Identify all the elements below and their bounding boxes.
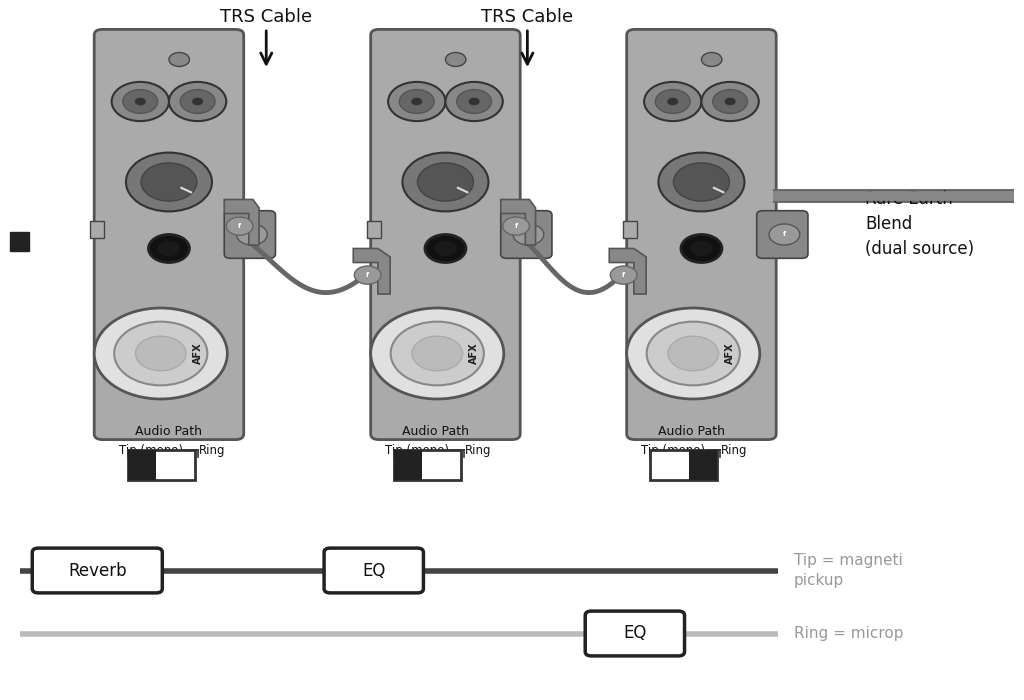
- Text: Ring = microp: Ring = microp: [794, 626, 903, 641]
- Bar: [650, 450, 717, 480]
- FancyBboxPatch shape: [33, 548, 162, 593]
- Circle shape: [701, 82, 759, 121]
- Text: f: f: [238, 223, 242, 229]
- FancyBboxPatch shape: [94, 29, 244, 440]
- Circle shape: [112, 82, 169, 121]
- Circle shape: [412, 336, 463, 371]
- Circle shape: [135, 98, 145, 105]
- Circle shape: [658, 153, 744, 211]
- Text: f: f: [622, 272, 626, 278]
- Circle shape: [503, 217, 529, 235]
- Circle shape: [399, 90, 434, 113]
- Circle shape: [469, 98, 479, 105]
- Bar: [90, 221, 104, 238]
- FancyBboxPatch shape: [224, 211, 275, 258]
- Circle shape: [115, 322, 207, 385]
- Circle shape: [668, 336, 719, 371]
- Circle shape: [94, 308, 227, 399]
- Circle shape: [713, 90, 748, 113]
- Circle shape: [627, 308, 760, 399]
- Circle shape: [180, 90, 215, 113]
- Bar: [689, 450, 717, 480]
- Circle shape: [445, 82, 503, 121]
- FancyBboxPatch shape: [371, 29, 520, 440]
- Circle shape: [445, 52, 466, 66]
- Circle shape: [169, 52, 189, 66]
- Circle shape: [610, 266, 637, 284]
- FancyBboxPatch shape: [757, 211, 808, 258]
- Circle shape: [769, 224, 800, 245]
- Bar: [10, 232, 29, 251]
- Circle shape: [701, 52, 722, 66]
- Circle shape: [193, 98, 203, 105]
- Circle shape: [148, 234, 189, 262]
- Bar: [623, 221, 637, 238]
- FancyBboxPatch shape: [324, 548, 424, 593]
- Text: Tip (mono): Tip (mono): [385, 444, 449, 456]
- Circle shape: [513, 224, 544, 245]
- Text: Tip (mono): Tip (mono): [641, 444, 705, 456]
- Circle shape: [126, 153, 212, 211]
- Circle shape: [158, 241, 180, 256]
- Circle shape: [135, 336, 186, 371]
- Circle shape: [391, 322, 483, 385]
- Text: Tip (mono): Tip (mono): [119, 444, 182, 456]
- Polygon shape: [224, 199, 259, 245]
- Bar: [128, 450, 156, 480]
- Circle shape: [690, 241, 713, 256]
- Text: Ring: Ring: [199, 444, 225, 456]
- Polygon shape: [501, 199, 536, 245]
- Circle shape: [123, 90, 158, 113]
- Circle shape: [388, 82, 445, 121]
- Bar: [394, 450, 461, 480]
- Text: f: f: [782, 232, 786, 237]
- FancyBboxPatch shape: [586, 611, 684, 656]
- FancyBboxPatch shape: [627, 29, 776, 440]
- Circle shape: [647, 322, 739, 385]
- Circle shape: [644, 82, 701, 121]
- Bar: [128, 450, 195, 480]
- Circle shape: [668, 98, 678, 105]
- Text: Tip = magneti
pickup: Tip = magneti pickup: [794, 553, 902, 588]
- Circle shape: [354, 266, 381, 284]
- Text: TRS Cable: TRS Cable: [220, 8, 312, 27]
- Text: Audio Path: Audio Path: [657, 426, 725, 438]
- Bar: [367, 221, 381, 238]
- Circle shape: [434, 241, 457, 256]
- Text: Audio Path: Audio Path: [135, 426, 203, 438]
- Text: EQ: EQ: [362, 561, 385, 580]
- Circle shape: [655, 90, 690, 113]
- Text: EQ: EQ: [624, 624, 646, 643]
- Text: Audio Path: Audio Path: [401, 426, 469, 438]
- Circle shape: [237, 224, 267, 245]
- Circle shape: [141, 163, 197, 201]
- Circle shape: [412, 98, 422, 105]
- Text: f: f: [514, 223, 518, 229]
- Circle shape: [725, 98, 735, 105]
- Polygon shape: [353, 248, 390, 294]
- Circle shape: [418, 163, 473, 201]
- Text: Rare Earth
Blend
(dual source): Rare Earth Blend (dual source): [865, 190, 975, 258]
- Circle shape: [371, 308, 504, 399]
- Text: AFX: AFX: [469, 342, 479, 364]
- Text: f: f: [526, 232, 530, 237]
- Text: f: f: [250, 232, 254, 237]
- Polygon shape: [609, 248, 646, 294]
- Text: Ring: Ring: [465, 444, 492, 456]
- Text: f: f: [366, 272, 370, 278]
- Text: AFX: AFX: [193, 342, 203, 364]
- Text: AFX: AFX: [725, 342, 735, 364]
- Text: Ring: Ring: [721, 444, 748, 456]
- Circle shape: [169, 82, 226, 121]
- Bar: [394, 450, 422, 480]
- Circle shape: [457, 90, 492, 113]
- Circle shape: [226, 217, 253, 235]
- Circle shape: [425, 234, 466, 262]
- Circle shape: [681, 234, 722, 262]
- Circle shape: [674, 163, 729, 201]
- Text: TRS Cable: TRS Cable: [481, 8, 573, 27]
- Circle shape: [402, 153, 488, 211]
- Text: Reverb: Reverb: [68, 561, 127, 580]
- FancyBboxPatch shape: [501, 211, 552, 258]
